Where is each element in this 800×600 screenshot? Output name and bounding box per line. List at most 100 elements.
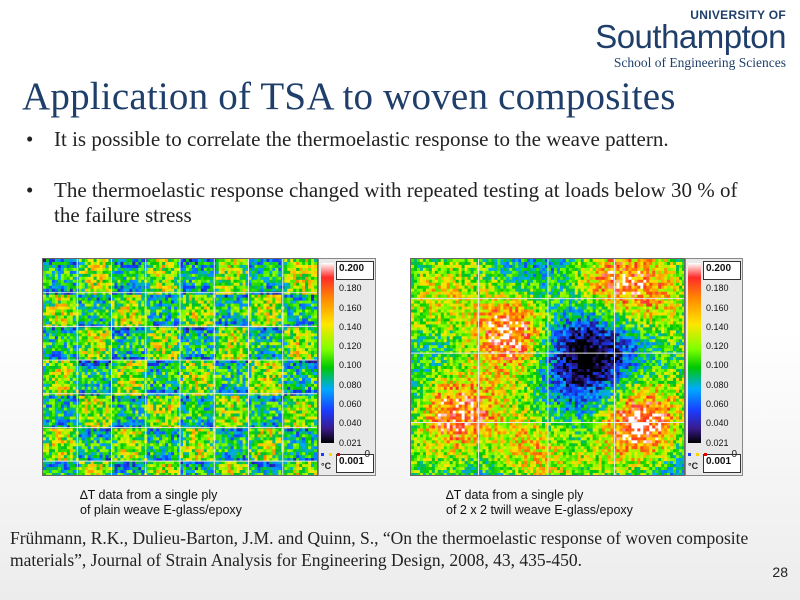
plain-weave-cell: [171, 318, 175, 322]
plain-weave-cell: [185, 303, 190, 307]
plain-weave-cell: [132, 392, 136, 397]
plain-weave-cell: [105, 371, 109, 376]
plain-weave-cell: [209, 276, 214, 281]
plain-weave-cell: [185, 351, 190, 355]
plain-weave-cell: [311, 360, 315, 364]
plain-weave-cell: [84, 404, 88, 408]
plain-weave-cell: [260, 386, 264, 391]
plain-weave-cell: [126, 279, 130, 284]
plain-weave-cell: [141, 267, 145, 272]
plain-weave-cell: [206, 410, 211, 414]
plain-weave-cell: [165, 366, 169, 370]
plain-weave-cell: [263, 374, 267, 379]
plain-weave-cell: [156, 389, 160, 394]
plain-weave-cell: [141, 407, 145, 411]
plain-weave-cell: [185, 342, 190, 346]
plain-weave-cell: [66, 297, 71, 301]
plain-weave-cell: [126, 342, 130, 346]
plain-weave-cell: [227, 354, 231, 358]
plain-weave-cell: [299, 336, 303, 340]
plain-weave-cell: [48, 291, 53, 295]
plain-weave-cell: [275, 410, 279, 414]
plain-weave-cell: [135, 360, 139, 364]
plain-weave-cell: [90, 383, 94, 388]
plain-weave-cell: [275, 318, 279, 322]
plain-weave-cell: [185, 300, 190, 304]
plain-weave-cell: [230, 386, 234, 391]
plain-weave-cell: [90, 312, 94, 316]
plain-weave-cell: [311, 303, 315, 307]
plain-weave-cell: [263, 348, 267, 352]
plain-weave-cell: [177, 371, 181, 376]
plain-weave-cell: [275, 294, 279, 298]
plain-weave-cell: [314, 279, 317, 284]
plain-weave-cell: [120, 330, 124, 334]
plain-weave-cell: [162, 351, 166, 355]
plain-weave-cell: [263, 318, 267, 322]
plain-weave-cell: [66, 267, 71, 272]
plain-weave-cell: [51, 327, 56, 331]
plain-weave-cell: [302, 383, 306, 388]
plain-weave-cell: [117, 333, 121, 337]
plain-weave-cell: [182, 377, 187, 382]
plain-weave-cell: [180, 401, 184, 405]
plain-weave-cell: [278, 410, 282, 414]
plain-weave-cell: [108, 261, 112, 266]
plain-weave-cell: [227, 279, 231, 284]
plain-weave-cell: [251, 267, 255, 272]
plain-weave-cell: [188, 267, 193, 272]
plain-weave-cell: [117, 321, 121, 325]
plain-weave-cell: [302, 285, 306, 290]
plain-weave-cell: [69, 303, 74, 307]
plain-weave-cell: [132, 285, 136, 290]
plain-weave-cell: [233, 318, 237, 322]
plain-weave-cell: [171, 333, 175, 337]
plain-weave-cell: [203, 315, 208, 319]
plain-weave-cell: [54, 339, 59, 343]
plain-weave-cell: [132, 371, 136, 376]
plain-weave-cell: [96, 368, 100, 373]
plain-weave-cell: [78, 303, 83, 307]
plain-weave-cell: [299, 377, 303, 382]
plain-weave-cell: [314, 401, 317, 405]
plain-weave-cell: [63, 368, 68, 373]
plain-weave-cell: [263, 354, 267, 358]
plain-weave-cell: [284, 401, 288, 405]
plain-weave-cell: [114, 380, 118, 385]
plain-weave-cell: [54, 318, 59, 322]
plain-weave-cell: [230, 351, 234, 355]
plain-weave-cell: [147, 336, 151, 340]
plain-weave-cell: [272, 264, 276, 269]
plain-weave-cell: [45, 339, 50, 343]
plain-weave-cell: [218, 312, 222, 316]
plain-weave-cell: [141, 270, 145, 275]
plain-weave-cell: [182, 339, 187, 343]
plain-weave-cell: [108, 291, 112, 295]
plain-weave-cell: [63, 291, 68, 295]
plain-weave-cell: [171, 339, 175, 343]
plain-weave-cell: [180, 392, 184, 397]
plain-weave-cell: [200, 282, 205, 287]
plain-weave-cell: [138, 312, 142, 316]
plain-weave-cell: [43, 297, 47, 301]
plain-weave-cell: [162, 306, 166, 310]
plain-weave-cell: [72, 297, 77, 301]
plain-weave-cell: [171, 360, 175, 364]
plain-weave-cell: [69, 374, 74, 379]
plain-weave-cell: [105, 261, 109, 266]
plain-weave-cell: [188, 401, 193, 405]
plain-weave-cell: [236, 386, 240, 391]
plain-weave-cell: [117, 315, 121, 319]
plain-weave-cell: [254, 392, 258, 397]
plain-weave-cell: [305, 416, 309, 420]
plain-weave-cell: [227, 318, 231, 322]
plain-weave-cell: [260, 267, 264, 272]
plain-weave-cell: [263, 363, 267, 367]
plain-weave-cell: [263, 321, 267, 325]
plain-weave-cell: [57, 336, 62, 340]
plain-weave-cell: [275, 401, 279, 405]
plain-weave-cell: [108, 410, 112, 414]
plain-weave-cell: [81, 410, 85, 414]
plain-weave-cell: [135, 404, 139, 408]
plain-weave-cell: [114, 368, 118, 373]
